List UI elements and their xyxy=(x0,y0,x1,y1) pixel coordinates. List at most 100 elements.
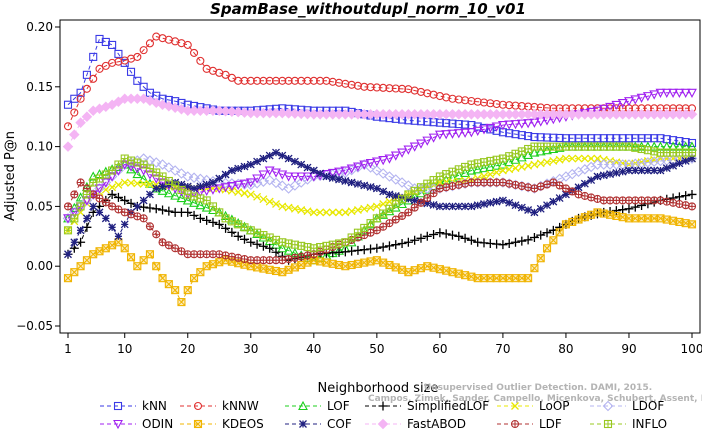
series-loop-point xyxy=(480,172,488,181)
series-cof-point xyxy=(612,168,621,177)
series-cof-point xyxy=(290,157,299,166)
series-knnw-point xyxy=(473,97,482,106)
series-ldof-point xyxy=(163,162,175,173)
series-simplifiedlof-point xyxy=(529,232,539,242)
series-cof-point xyxy=(108,223,117,232)
series-loop-point xyxy=(549,156,558,165)
series-loop-point xyxy=(152,180,161,189)
series-loop-point xyxy=(524,161,533,170)
series-kdeos xyxy=(63,208,697,307)
series-loop-point xyxy=(486,170,495,179)
series-odin-point xyxy=(680,88,691,98)
series-cof-point xyxy=(486,198,495,207)
series-simplifiedlof-point xyxy=(353,245,363,255)
x-tick-label: 20 xyxy=(180,342,195,356)
series-knn-point xyxy=(108,40,117,49)
series-loop-point xyxy=(536,159,545,168)
series-odin-point xyxy=(516,119,527,129)
series-loop-point xyxy=(278,202,287,211)
series-cof-point xyxy=(505,198,514,207)
series-knnw-point xyxy=(347,80,356,89)
series-cof-point xyxy=(265,151,274,160)
series-knnw-point xyxy=(398,84,407,93)
series-knn-point xyxy=(517,131,526,140)
series-knnw-point xyxy=(89,74,98,83)
series-knn-point xyxy=(82,70,91,79)
series-cof-point xyxy=(524,206,533,214)
series-knnw-point xyxy=(486,99,495,108)
series-lof-point xyxy=(132,168,143,179)
series-cof-point xyxy=(70,238,79,247)
legend-odin-marker xyxy=(113,419,123,430)
series-lof-point xyxy=(460,167,471,177)
series-loop-point xyxy=(120,178,129,187)
series-odin-point xyxy=(271,168,281,178)
series-simplifiedlof-point xyxy=(183,207,193,217)
series-lof-point xyxy=(479,162,489,173)
series-knn-point xyxy=(139,82,148,91)
series-loop-point xyxy=(511,164,520,173)
series-knn-point xyxy=(448,119,457,128)
series-lof-point xyxy=(453,170,464,180)
series-knnw-point xyxy=(190,48,199,57)
legend-inflo-label: INFLO xyxy=(632,417,667,431)
watermark-line-2: Unsupervised Outlier Detection. DAMI, 20… xyxy=(424,383,652,393)
series-knn-point xyxy=(133,76,142,85)
series-cof-point xyxy=(448,202,457,211)
series-knn-point xyxy=(542,133,552,142)
series-loop-point xyxy=(341,208,350,217)
series-loop-point xyxy=(284,203,293,212)
series-simplifiedlof-point xyxy=(221,223,231,233)
series-simplifiedlof-point xyxy=(158,205,168,215)
x-tick-label: 10 xyxy=(117,342,132,356)
series-lof-point xyxy=(189,197,199,207)
series-knnw-point xyxy=(309,76,318,85)
series-lof-point xyxy=(365,219,376,229)
series-cof-point xyxy=(347,178,356,187)
series-ldof-point xyxy=(270,177,282,189)
legend-ldof-label: LDOF xyxy=(632,399,664,413)
series-loop-point xyxy=(347,207,356,216)
series-odin-point xyxy=(283,172,294,182)
series-cof-point xyxy=(272,148,280,157)
series-knn-point xyxy=(454,120,463,129)
legend-loop-marker xyxy=(511,402,519,410)
series-knn-point xyxy=(536,133,545,142)
series-cof-point xyxy=(599,171,608,180)
series-knnw-point xyxy=(461,96,470,105)
series-fastabod-point xyxy=(62,141,74,152)
series-knnw-point xyxy=(479,98,489,107)
series-cof-point xyxy=(366,183,375,191)
series-loop-point xyxy=(290,204,299,213)
series-odin-point xyxy=(453,129,464,139)
series-simplifiedlof-point xyxy=(113,192,123,202)
x-tick-label: 90 xyxy=(621,342,636,356)
series-odin-point xyxy=(334,167,344,177)
series-simplifiedlof-point xyxy=(246,237,256,247)
series-cof-point xyxy=(461,202,470,211)
series-simplifiedlof-point xyxy=(611,206,621,216)
series-kdeos-point-x2 xyxy=(688,220,696,229)
series-cof xyxy=(64,148,696,259)
series-cof-point xyxy=(480,200,488,208)
series-simplifiedlof-point xyxy=(416,233,426,243)
y-tick-label: 0.00 xyxy=(26,259,53,273)
series-knnw-point xyxy=(284,76,293,85)
series-simplifiedlof-point xyxy=(447,230,457,240)
series-kdeos-point-x2 xyxy=(555,228,564,237)
series-knnw-point xyxy=(82,84,91,93)
series-knn-point xyxy=(549,133,558,142)
series-ldof-point xyxy=(365,162,376,173)
x-tick-label: 80 xyxy=(558,342,573,356)
series-knnw-point xyxy=(334,78,344,87)
series-simplifiedlof-point xyxy=(271,247,281,257)
series-cof-point xyxy=(688,154,696,163)
series-cof-point xyxy=(278,151,287,160)
series-lof-point xyxy=(504,156,515,167)
series-kdeos-point-x2 xyxy=(158,274,167,283)
series-loop-point xyxy=(127,178,135,187)
series-odin-point xyxy=(636,93,647,103)
series-cof-point xyxy=(120,220,129,229)
series-odin-point xyxy=(416,139,426,149)
series-cof-point xyxy=(309,166,318,175)
